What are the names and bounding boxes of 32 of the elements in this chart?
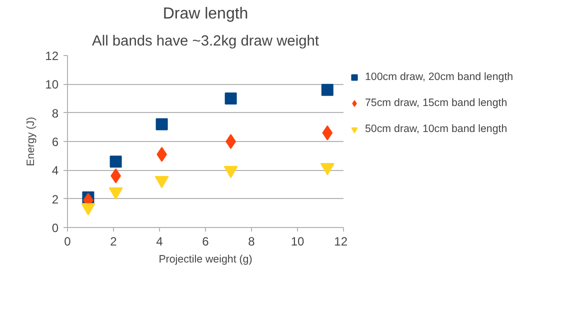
point	[110, 156, 122, 168]
point	[224, 166, 238, 178]
x-tick-label: 12	[334, 234, 348, 248]
y-tick-label: 6	[52, 135, 59, 149]
y-tick-label: 12	[45, 49, 59, 63]
point	[226, 134, 236, 149]
x-tick-label: 2	[110, 234, 118, 248]
point	[224, 92, 237, 104]
y-tick-label: 8	[52, 106, 59, 120]
y-tick-label: 4	[52, 164, 59, 178]
point	[321, 84, 334, 96]
y-tick-label: 10	[45, 78, 59, 92]
point	[320, 163, 334, 176]
legend-label: 50cm draw, 10cm band length	[365, 123, 508, 135]
y-axis-title: Energy (J)	[25, 116, 38, 166]
y-tick-label: 0	[52, 221, 59, 235]
chart-subtitle: All bands have ~3.2kg draw weight	[92, 34, 319, 50]
x-tick-label: 8	[248, 234, 256, 248]
legend-label: 75cm draw, 15cm band length	[365, 97, 508, 109]
x-tick-label: 4	[156, 234, 164, 248]
point	[154, 176, 169, 188]
point	[81, 203, 96, 216]
x-axis-title: Projectile weight (g)	[158, 254, 252, 266]
chart-title: Draw length	[162, 6, 248, 22]
y-tick-label: 2	[52, 192, 59, 206]
x-tick-label: 6	[202, 234, 210, 248]
point	[108, 187, 123, 200]
point	[322, 125, 333, 140]
x-tick-label: 0	[64, 234, 72, 248]
x-tick-label: 10	[290, 234, 304, 248]
point	[156, 118, 168, 130]
legend-label: 100cm draw, 20cm band length	[365, 71, 514, 83]
